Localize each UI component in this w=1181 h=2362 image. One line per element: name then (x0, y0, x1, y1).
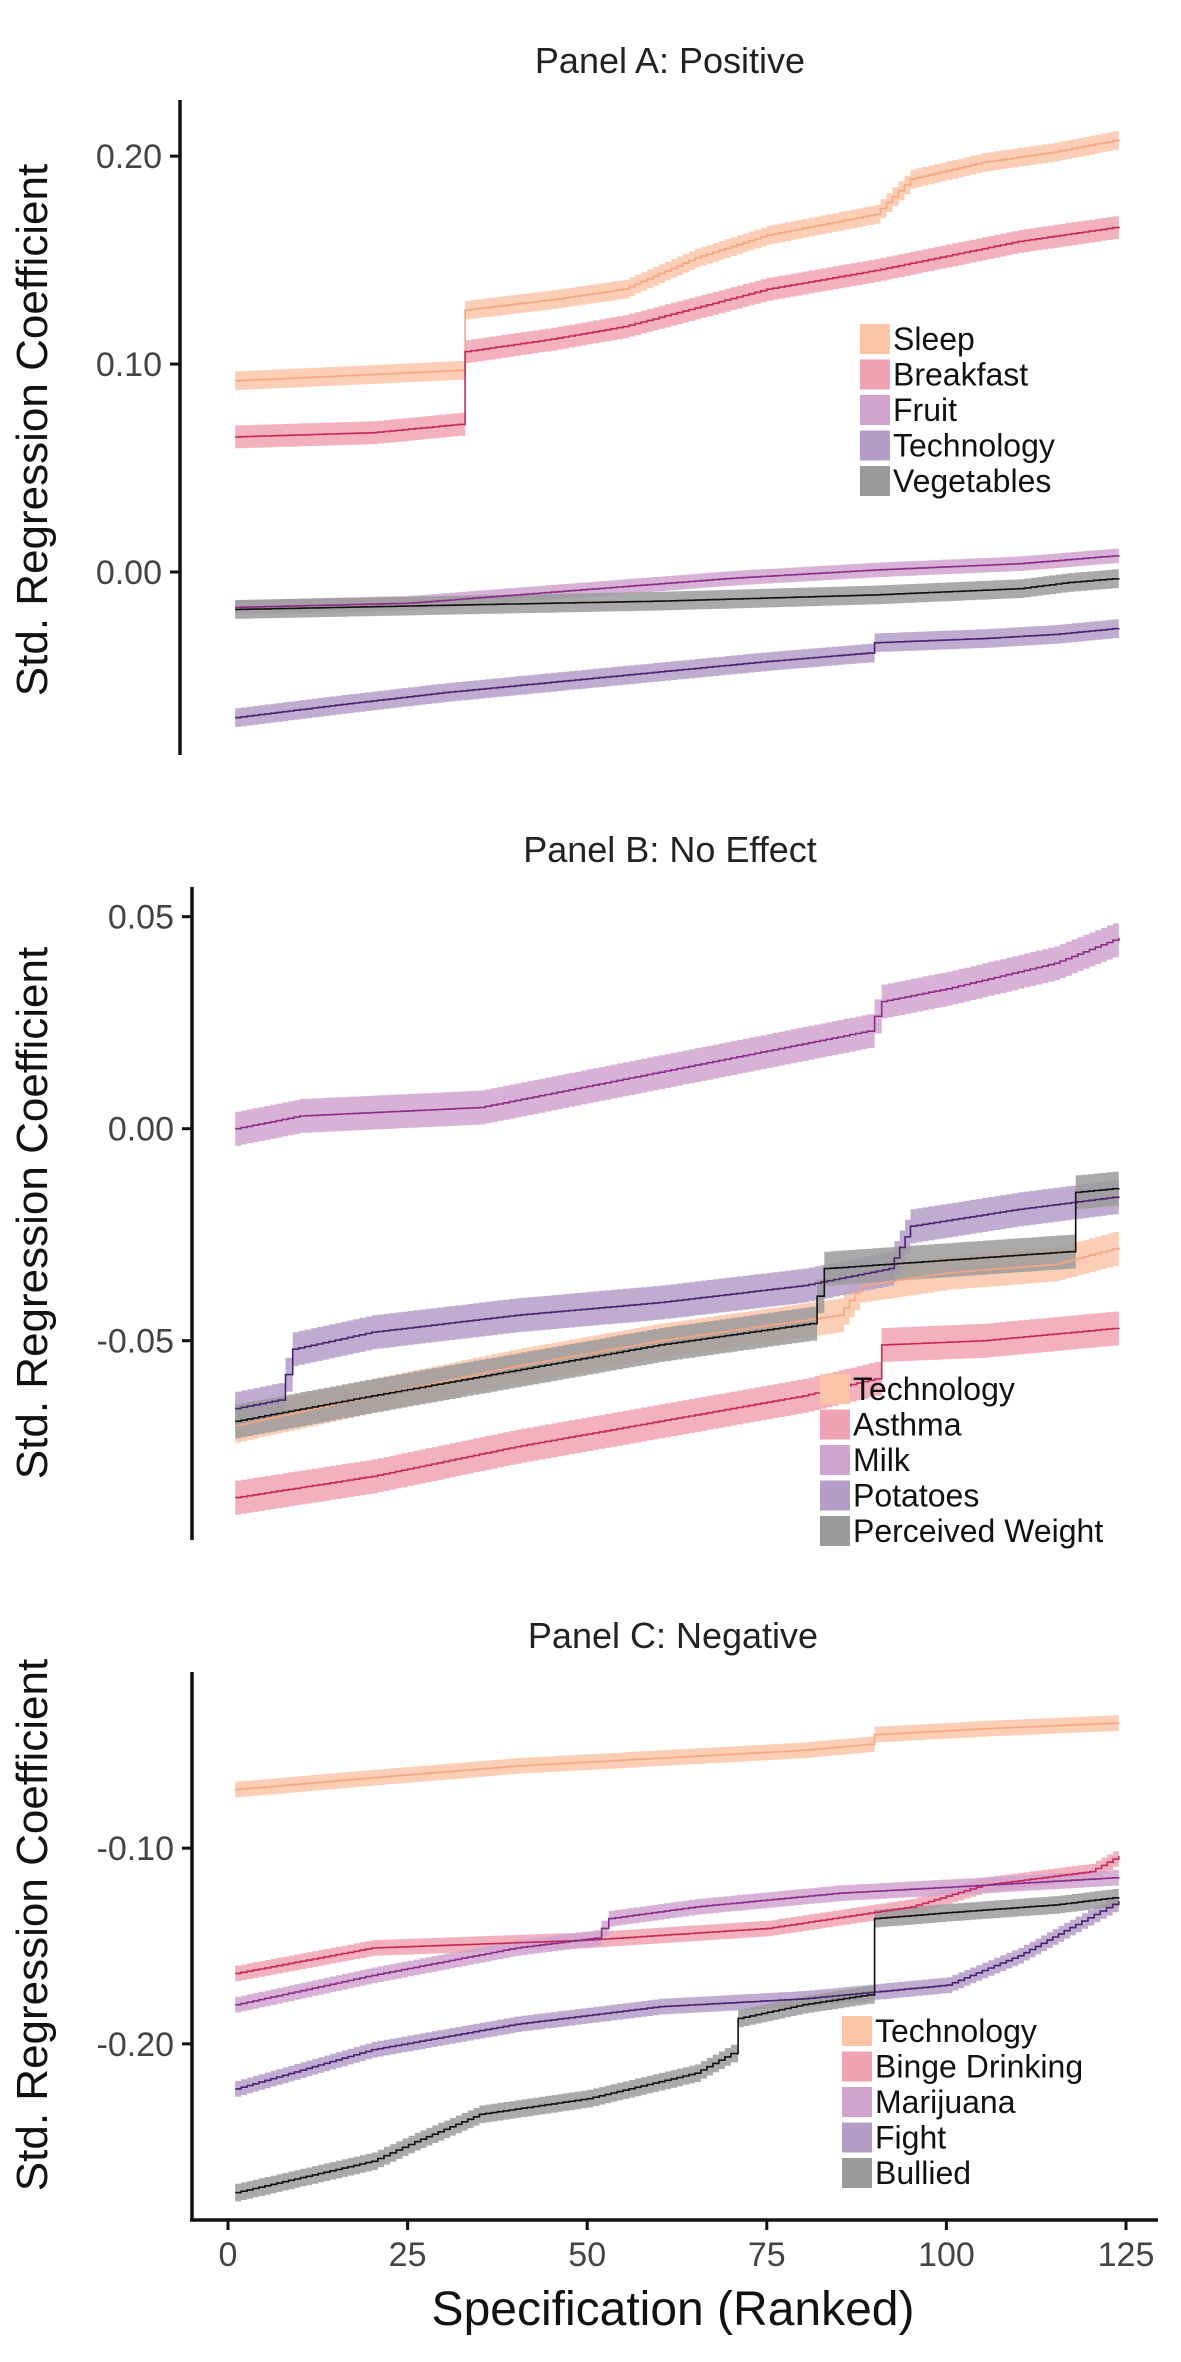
panel-a-band-technology (235, 618, 1119, 727)
panel-b-y-tick-label: 0.00 (108, 1111, 174, 1149)
panel-a-y-tick-label: 0.00 (96, 554, 162, 592)
panel-c-line-binge-drinking (235, 1856, 1120, 1975)
panel-a-legend-swatch-technology (860, 430, 890, 461)
panel-a-line-fruit (235, 555, 1120, 609)
x-tick-label: 100 (918, 2236, 975, 2274)
panel-b-y-ticks: -0.05 0.00 0.05 (97, 899, 192, 1361)
panel-c-line-marijuana (235, 1877, 1120, 2006)
panel-b-legend-label-technology: Technology (853, 1371, 1015, 1407)
panel-c-legend-label-binge-drinking: Binge Drinking (875, 2049, 1083, 2085)
panel-b-line-milk (235, 937, 1120, 1130)
panel-a-y-tick-label: 0.10 (96, 346, 162, 384)
x-tick-label: 0 (219, 2236, 238, 2274)
panel-b-legend-swatch-perceived-weight (820, 1516, 850, 1546)
panel-b-band-milk (235, 920, 1119, 1146)
panel-b-title: Panel B: No Effect (523, 829, 817, 870)
panel-b-legend-label-milk: Milk (853, 1442, 911, 1478)
panel-c: Panel C: Negative Std. Regression Coeffi… (8, 1615, 1158, 2336)
panel-b-lines (235, 937, 1120, 1499)
x-tick-label: 75 (748, 2236, 786, 2274)
panel-c-band-binge-drinking (235, 1848, 1119, 1982)
panel-b-legend-label-asthma: Asthma (853, 1407, 962, 1443)
panel-c-legend-label-fight: Fight (875, 2120, 946, 2156)
x-tick-label: 50 (568, 2236, 606, 2274)
panel-a-line-technology (235, 627, 1120, 719)
panel-c-x-ticks: 0 25 50 75 100 125 (219, 2220, 1155, 2274)
panel-b-legend-swatch-potatoes (820, 1480, 850, 1511)
x-axis-label: Specification (Ranked) (432, 2283, 915, 2336)
panel-b-line-asthma (235, 1327, 1120, 1499)
panel-b-y-axis-label: Std. Regression Coefficient (8, 947, 57, 1479)
panel-a-legend-label-fruit: Fruit (893, 392, 957, 428)
panel-b-legend-label-perceived-weight: Perceived Weight (853, 1513, 1103, 1549)
panel-c-y-tick-label: -0.10 (97, 1830, 175, 1868)
panel-a-legend-label-sleep: Sleep (893, 321, 975, 357)
x-tick-label: 25 (389, 2236, 427, 2274)
panel-a-band-breakfast (235, 215, 1119, 449)
panel-a-y-axis-label: Std. Regression Coefficient (8, 164, 57, 696)
panel-c-y-ticks: -0.20 -0.10 (97, 1830, 192, 2064)
panel-a-title: Panel A: Positive (535, 40, 805, 81)
panel-a-legend-swatch-vegetables (860, 466, 890, 496)
panel-b-legend-label-potatoes: Potatoes (853, 1478, 979, 1514)
panel-c-legend-label-bullied: Bullied (875, 2155, 971, 2191)
panel-b-y-tick-label: -0.05 (97, 1323, 175, 1361)
panel-c-band-bullied (235, 1888, 1119, 2202)
panel-c-legend-swatch-binge-drinking (842, 2051, 872, 2082)
panel-b-y-tick-label: 0.05 (108, 899, 174, 937)
panel-c-legend-swatch-bullied (842, 2158, 872, 2188)
panel-c-legend-swatch-fight (842, 2122, 872, 2153)
panel-b-legend-swatch-milk (820, 1445, 850, 1475)
panel-b-line-potatoes (235, 1196, 1120, 1410)
panel-a-line-breakfast (235, 226, 1120, 438)
panel-c-lines (235, 1722, 1120, 2194)
panel-b-legend-swatch-asthma (820, 1409, 850, 1440)
panel-a-legend-swatch-breakfast (860, 359, 890, 390)
panel-b-band-potatoes (235, 1179, 1119, 1426)
panel-c-y-tick-label: -0.20 (97, 2026, 175, 2064)
panel-c-band-technology (235, 1715, 1119, 1798)
panel-c-legend-swatch-marijuana (842, 2087, 872, 2117)
panel-a-legend-swatch-sleep (860, 324, 890, 354)
panel-a-y-ticks: 0.00 0.10 0.20 (96, 138, 180, 592)
panel-a-y-tick-label: 0.20 (96, 138, 162, 176)
panel-a-band-sleep (235, 130, 1119, 391)
panel-a: Panel A: Positive Std. Regression Coeffi… (8, 40, 1120, 755)
panel-a-legend-label-vegetables: Vegetables (893, 463, 1051, 499)
panel-b-line-perceived-weight (235, 1187, 1120, 1423)
panel-c-line-fight (235, 1901, 1120, 2090)
panel-b-band-perceived-weight (235, 1171, 1119, 1439)
panel-c-band-marijuana (235, 1869, 1119, 2013)
panel-b-bands (235, 920, 1119, 1515)
panel-c-legend-label-marijuana: Marijuana (875, 2084, 1016, 2120)
panel-a-line-vegetables (235, 577, 1120, 611)
panel-b-band-asthma (235, 1311, 1119, 1515)
panel-b: Panel B: No Effect Std. Regression Coeff… (8, 829, 1120, 1549)
panel-a-line-sleep (235, 139, 1120, 382)
panel-c-legend-swatch-technology (842, 2016, 872, 2046)
panel-b-legend-swatch-technology (820, 1374, 850, 1404)
panel-a-legend-label-technology: Technology (893, 428, 1055, 464)
panel-c-line-bullied (235, 1897, 1120, 2194)
panel-c-bands (235, 1715, 1119, 2202)
panel-c-legend-label-technology: Technology (875, 2013, 1037, 2049)
panel-c-y-axis-label: Std. Regression Coefficient (8, 1659, 57, 2191)
panel-c-line-technology (235, 1722, 1120, 1791)
x-tick-label: 125 (1098, 2236, 1155, 2274)
panel-c-title: Panel C: Negative (528, 1615, 818, 1656)
panel-a-band-vegetables (235, 568, 1119, 619)
panel-a-legend-label-breakfast: Breakfast (893, 357, 1028, 393)
panel-a-legend-swatch-fruit (860, 395, 890, 425)
panel-a-lines (235, 139, 1120, 719)
